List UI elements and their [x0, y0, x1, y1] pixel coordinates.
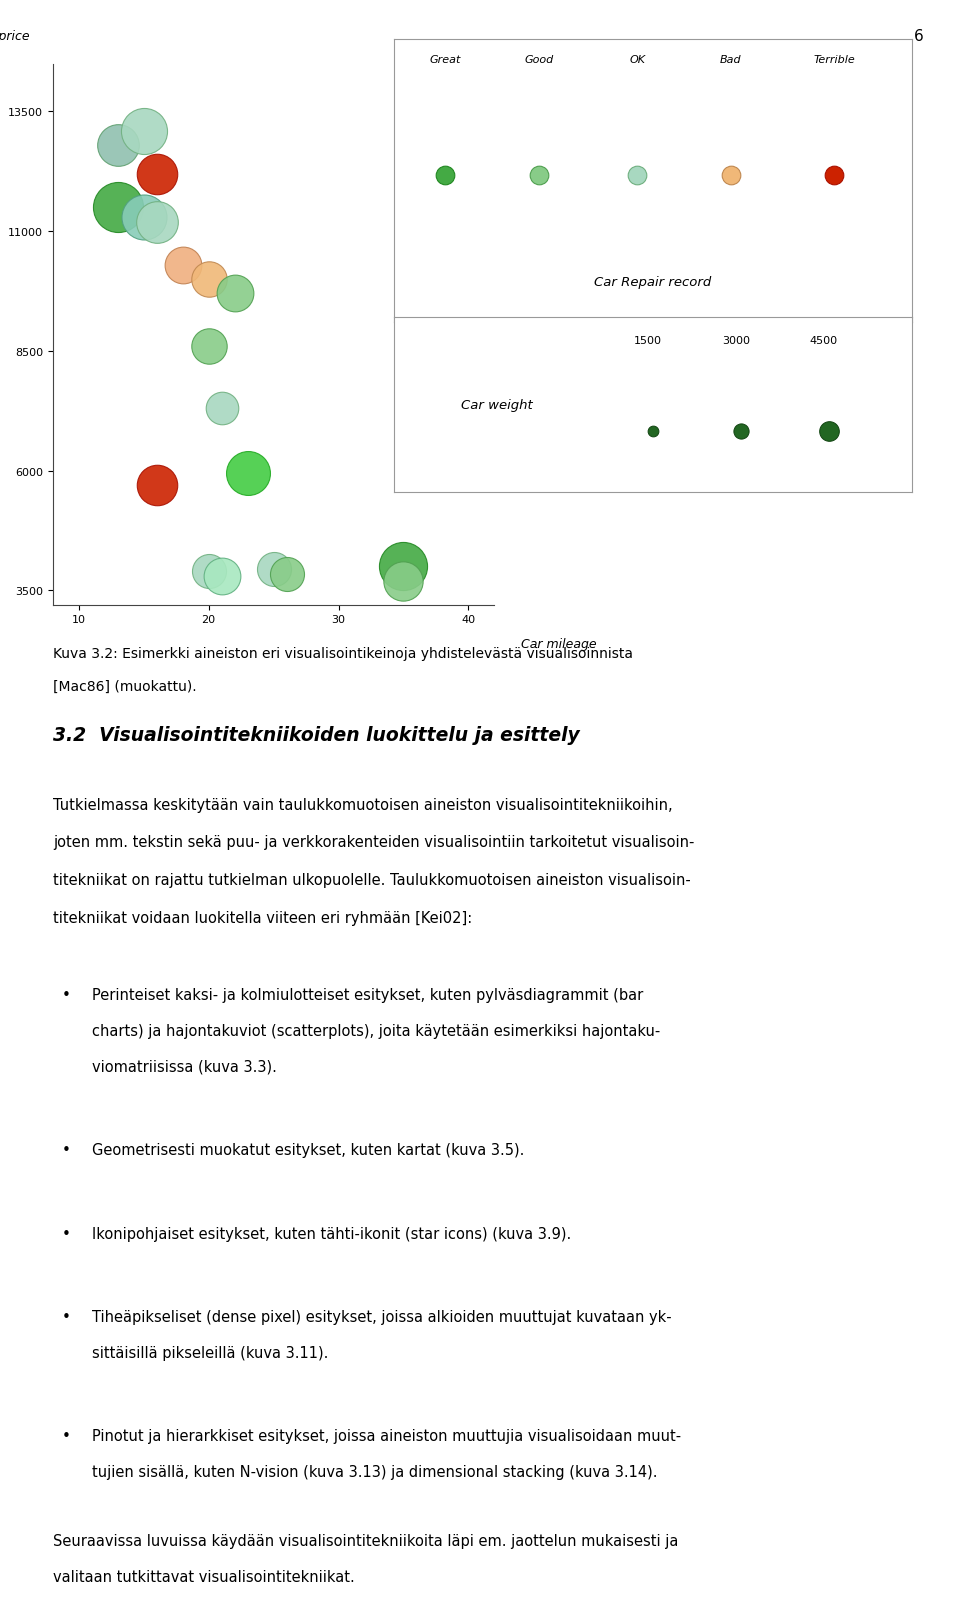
Text: Perinteiset kaksi- ja kolmiulotteiset esitykset, kuten pylväsdiagrammit (bar: Perinteiset kaksi- ja kolmiulotteiset es… — [92, 988, 643, 1002]
Text: 4500: 4500 — [810, 336, 838, 345]
Point — [827, 163, 842, 189]
Point — [149, 161, 164, 187]
Text: Car mileage: Car mileage — [521, 638, 596, 650]
Point — [110, 195, 126, 221]
Text: titekniikat voidaan luokitella viiteen eri ryhmään [Kei02]:: titekniikat voidaan luokitella viiteen e… — [53, 910, 472, 925]
Text: Tutkielmassa keskitytään vain taulukkomuotoisen aineiston visualisointitekniikoi: Tutkielmassa keskitytään vain taulukkomu… — [53, 797, 672, 812]
Text: Kuva 3.2: Esimerkki aineiston eri visualisointikeinoja yhdistelevästä visualisoi: Kuva 3.2: Esimerkki aineiston eri visual… — [53, 646, 633, 660]
Text: •: • — [61, 988, 70, 1002]
Point — [227, 281, 242, 307]
Point — [149, 210, 164, 236]
Text: Car weight: Car weight — [462, 399, 533, 412]
Text: •: • — [61, 1428, 70, 1443]
Text: OK: OK — [629, 55, 645, 65]
Text: Good: Good — [524, 55, 553, 65]
Text: Terrible: Terrible — [813, 55, 855, 65]
Point — [279, 562, 295, 587]
Text: •: • — [61, 1309, 70, 1323]
Text: 3000: 3000 — [722, 336, 750, 345]
Text: Ikonipohjaiset esitykset, kuten tähti-ikonit (star icons) (kuva 3.9).: Ikonipohjaiset esitykset, kuten tähti-ik… — [92, 1227, 571, 1241]
Text: •: • — [61, 1227, 70, 1241]
Point — [645, 418, 660, 444]
Point — [822, 418, 837, 444]
Point — [136, 205, 152, 231]
Point — [214, 563, 229, 589]
Text: [Mac86] (muokattu).: [Mac86] (muokattu). — [53, 679, 197, 692]
Text: Pinotut ja hierarkkiset esitykset, joissa aineiston muuttujia visualisoidaan muu: Pinotut ja hierarkkiset esitykset, joiss… — [92, 1428, 682, 1443]
Text: sittäisillä pikseleillä (kuva 3.11).: sittäisillä pikseleillä (kuva 3.11). — [92, 1344, 328, 1361]
Text: Tiheäpikseliset (dense pixel) esitykset, joissa alkioiden muuttujat kuvataan yk-: Tiheäpikseliset (dense pixel) esitykset,… — [92, 1309, 672, 1323]
Text: Great: Great — [430, 55, 461, 65]
Text: •: • — [61, 1143, 70, 1157]
Text: Car Repair record: Car Repair record — [594, 276, 711, 289]
Text: 3.2  Visualisointitekniikoiden luokittelu ja esittely: 3.2 Visualisointitekniikoiden luokittelu… — [53, 726, 580, 744]
Point — [733, 418, 749, 444]
Text: valitaan tutkittavat visualisointitekniikat.: valitaan tutkittavat visualisointiteknii… — [53, 1569, 354, 1583]
Point — [266, 557, 281, 583]
Text: Geometrisesti muokatut esitykset, kuten kartat (kuva 3.5).: Geometrisesti muokatut esitykset, kuten … — [92, 1143, 524, 1157]
Point — [438, 163, 453, 189]
Point — [149, 473, 164, 499]
Point — [201, 558, 216, 584]
Point — [175, 253, 190, 279]
Text: Car price: Car price — [0, 31, 30, 44]
Point — [396, 554, 411, 579]
Text: 6: 6 — [914, 29, 924, 44]
Text: joten mm. tekstin sekä puu- ja verkkorakenteiden visualisointiin tarkoitetut vis: joten mm. tekstin sekä puu- ja verkkorak… — [53, 834, 694, 851]
Text: tujien sisällä, kuten N-vision (kuva 3.13) ja dimensional stacking (kuva 3.14).: tujien sisällä, kuten N-vision (kuva 3.1… — [92, 1464, 658, 1478]
Text: Bad: Bad — [720, 55, 741, 65]
Text: charts) ja hajontakuviot (scatterplots), joita käytetään esimerkiksi hajontaku-: charts) ja hajontakuviot (scatterplots),… — [92, 1023, 660, 1038]
Point — [201, 334, 216, 360]
Text: Seuraavissa luvuissa käydään visualisointitekniikoita läpi em. jaottelun mukaise: Seuraavissa luvuissa käydään visualisoin… — [53, 1533, 678, 1548]
Point — [630, 163, 645, 189]
Point — [201, 266, 216, 292]
Point — [214, 395, 229, 421]
Point — [396, 568, 411, 594]
Point — [240, 460, 255, 486]
Point — [531, 163, 546, 189]
Point — [136, 119, 152, 145]
Text: viomatriisissa (kuva 3.3).: viomatriisissa (kuva 3.3). — [92, 1059, 277, 1075]
Text: 1500: 1500 — [634, 336, 661, 345]
Point — [723, 163, 738, 189]
Text: titekniikat on rajattu tutkielman ulkopuolelle. Taulukkomuotoisen aineiston visu: titekniikat on rajattu tutkielman ulkopu… — [53, 873, 690, 888]
Point — [110, 132, 126, 158]
